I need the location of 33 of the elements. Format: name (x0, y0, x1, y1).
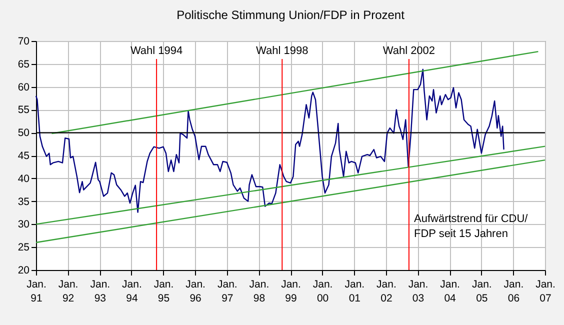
y-tick-label: 20 (18, 264, 30, 276)
ref-line-label: Wahl 1994 (130, 45, 183, 57)
x-tick-label: Jan. 07 (536, 278, 556, 304)
y-tick-label: 35 (18, 196, 30, 208)
x-tick-label: Jan. 00 (312, 278, 333, 304)
x-tick-label: Jan. 04 (440, 278, 460, 304)
x-tick-label: Jan. 99 (281, 278, 301, 304)
ref-line-label: Wahl 1998 (256, 45, 308, 57)
y-tick-label: 60 (18, 81, 30, 94)
x-tick-label: Jan. 96 (186, 278, 206, 304)
x-tick-label: Jan. 92 (58, 278, 78, 304)
y-tick-label: 40 (18, 172, 30, 185)
x-tick-label: Jan. 91 (26, 278, 46, 304)
x-tick-label: Jan. 02 (376, 278, 396, 304)
annotation: Aufwärtstrend für CDU/ FDP seit 15 Jahren (414, 213, 529, 240)
chart-title: Politische Stimmung Union/FDP in Prozent (176, 8, 406, 22)
x-tick-label: Jan. 01 (344, 278, 365, 304)
x-tick-label: Jan. 98 (249, 278, 270, 304)
x-tick-label: Jan. 94 (122, 278, 142, 304)
y-tick-label: 65 (18, 58, 30, 70)
x-tick-label: Jan. 05 (472, 278, 492, 304)
y-tick-label: 30 (18, 218, 30, 231)
y-tick-label: 50 (18, 127, 30, 140)
x-tick-label: Jan. 95 (154, 278, 174, 304)
x-tick-label: Jan. 06 (504, 278, 524, 304)
ref-line-label: Wahl 2002 (382, 45, 436, 57)
x-tick-label: Jan. 93 (90, 278, 110, 304)
x-tick-label: Jan. 97 (217, 278, 238, 304)
y-tick-label: 55 (18, 104, 30, 116)
y-tick-label: 25 (18, 242, 30, 254)
y-tick-label: 70 (18, 36, 30, 48)
x-tick-label: Jan. 03 (408, 278, 428, 304)
y-tick-label: 45 (18, 150, 30, 162)
